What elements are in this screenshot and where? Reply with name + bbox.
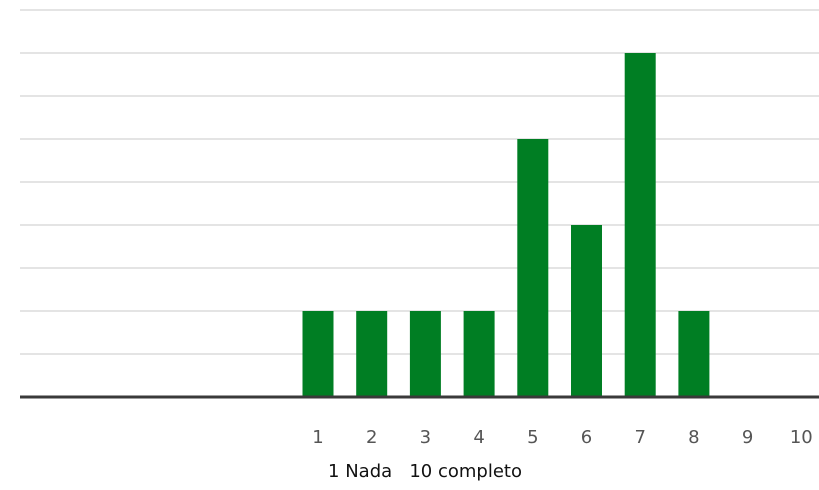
x-tick-label-6: 6 — [581, 427, 592, 448]
bar-8 — [678, 311, 710, 397]
x-tick-label-3: 3 — [420, 427, 431, 448]
x-tick-label-4: 4 — [473, 427, 484, 448]
x-tick-label-7: 7 — [634, 427, 645, 448]
bar-7 — [624, 53, 656, 397]
bars — [302, 53, 710, 397]
x-tick-label-5: 5 — [527, 427, 538, 448]
x-tick-label-8: 8 — [688, 427, 699, 448]
bar-3 — [409, 311, 441, 397]
x-tick-label-1: 1 — [312, 427, 323, 448]
x-axis-title: 1 Nada 10 completo — [328, 461, 522, 482]
x-tick-labels: 1 2 3 4 5 6 7 8 9 10 — [312, 427, 812, 448]
bar-5 — [517, 139, 549, 397]
bar-1 — [302, 311, 334, 397]
x-tick-label-2: 2 — [366, 427, 377, 448]
bar-6 — [571, 225, 602, 397]
bar-4 — [463, 311, 495, 397]
x-tick-label-9: 9 — [742, 427, 753, 448]
x-tick-label-10: 10 — [790, 427, 813, 448]
bar-2 — [356, 311, 388, 397]
gridlines — [20, 9, 819, 355]
